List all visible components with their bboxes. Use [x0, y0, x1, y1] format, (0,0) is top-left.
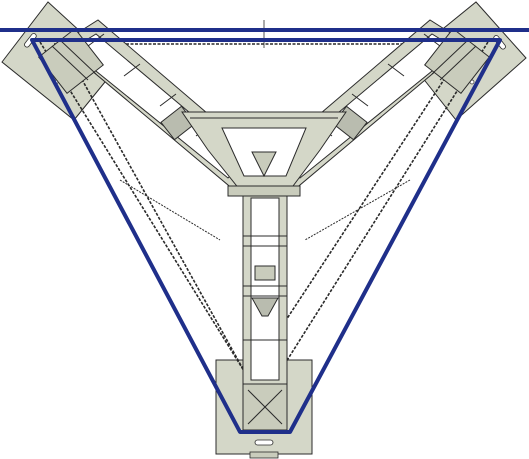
arm-bottom [242, 189, 288, 431]
drive-belt [0, 28, 529, 434]
center-hub [181, 111, 347, 197]
